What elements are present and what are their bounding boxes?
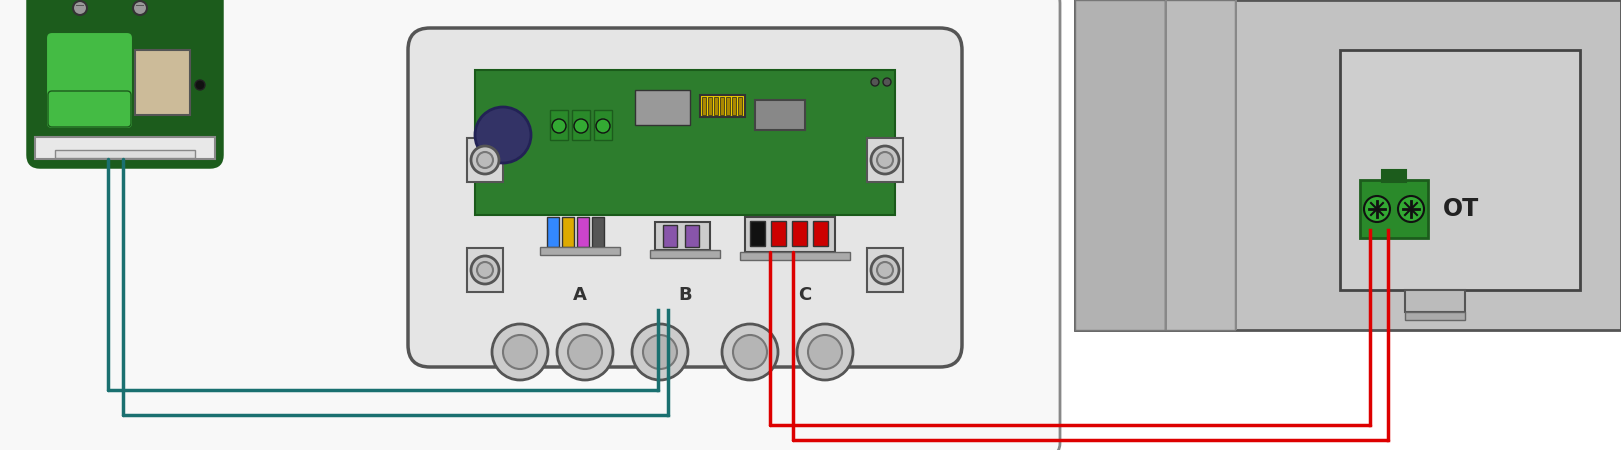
Circle shape bbox=[644, 335, 678, 369]
Bar bbox=[733, 97, 736, 115]
Bar bbox=[663, 225, 678, 247]
Bar bbox=[655, 222, 710, 250]
Text: B: B bbox=[678, 286, 692, 304]
Circle shape bbox=[195, 80, 204, 90]
Circle shape bbox=[870, 256, 900, 284]
Bar bbox=[650, 250, 720, 258]
Circle shape bbox=[597, 119, 609, 133]
Bar bbox=[550, 110, 567, 140]
Bar bbox=[686, 225, 699, 247]
Circle shape bbox=[553, 119, 566, 133]
Bar bbox=[726, 97, 729, 115]
Bar bbox=[746, 217, 835, 252]
Bar bbox=[136, 5, 144, 6]
Bar bbox=[475, 70, 895, 215]
Bar bbox=[55, 150, 195, 158]
Circle shape bbox=[877, 262, 893, 278]
Circle shape bbox=[721, 324, 778, 380]
Bar bbox=[793, 221, 807, 246]
Circle shape bbox=[733, 335, 767, 369]
Bar bbox=[1405, 290, 1465, 312]
Circle shape bbox=[472, 256, 499, 284]
Circle shape bbox=[493, 324, 548, 380]
Circle shape bbox=[632, 324, 687, 380]
Bar bbox=[36, 137, 216, 159]
Bar bbox=[1383, 170, 1405, 182]
Bar bbox=[713, 97, 718, 115]
Bar bbox=[1235, 0, 1237, 330]
Circle shape bbox=[475, 107, 532, 163]
Bar bbox=[708, 97, 712, 115]
FancyBboxPatch shape bbox=[49, 91, 131, 127]
Text: OT: OT bbox=[1443, 197, 1480, 221]
Bar bbox=[1165, 0, 1167, 330]
Bar bbox=[1075, 0, 1165, 330]
Bar bbox=[1341, 50, 1580, 290]
Bar bbox=[720, 97, 725, 115]
Bar bbox=[593, 110, 613, 140]
Circle shape bbox=[807, 335, 841, 369]
Circle shape bbox=[558, 324, 613, 380]
FancyBboxPatch shape bbox=[408, 28, 961, 367]
Circle shape bbox=[567, 335, 601, 369]
Bar bbox=[635, 90, 691, 125]
Circle shape bbox=[877, 152, 893, 168]
Bar bbox=[577, 217, 588, 247]
Bar bbox=[562, 217, 574, 247]
FancyBboxPatch shape bbox=[28, 0, 222, 167]
Bar bbox=[755, 100, 806, 130]
Text: C: C bbox=[799, 286, 812, 304]
Circle shape bbox=[472, 146, 499, 174]
FancyBboxPatch shape bbox=[45, 32, 133, 129]
Circle shape bbox=[133, 1, 148, 15]
Bar bbox=[814, 221, 828, 246]
Circle shape bbox=[477, 262, 493, 278]
Bar bbox=[1075, 0, 1621, 330]
Bar bbox=[467, 138, 503, 182]
Bar bbox=[772, 221, 786, 246]
Text: A: A bbox=[574, 286, 587, 304]
Circle shape bbox=[883, 78, 892, 86]
Bar bbox=[572, 110, 590, 140]
Bar bbox=[751, 221, 765, 246]
Circle shape bbox=[1363, 196, 1389, 222]
Bar bbox=[741, 252, 849, 260]
Circle shape bbox=[870, 78, 879, 86]
Circle shape bbox=[870, 146, 900, 174]
Bar bbox=[867, 248, 903, 292]
Bar bbox=[467, 248, 503, 292]
Bar bbox=[546, 217, 559, 247]
Bar bbox=[738, 97, 742, 115]
Circle shape bbox=[798, 324, 853, 380]
Circle shape bbox=[73, 1, 88, 15]
Circle shape bbox=[574, 119, 588, 133]
Bar bbox=[1165, 0, 1235, 330]
Bar bbox=[867, 138, 903, 182]
FancyBboxPatch shape bbox=[0, 0, 1060, 450]
Circle shape bbox=[1397, 196, 1423, 222]
Circle shape bbox=[477, 152, 493, 168]
Bar bbox=[135, 50, 190, 115]
Bar bbox=[76, 5, 84, 6]
Bar bbox=[592, 217, 605, 247]
Circle shape bbox=[503, 335, 537, 369]
Bar bbox=[702, 97, 707, 115]
Bar bbox=[540, 247, 619, 255]
Bar bbox=[700, 95, 746, 117]
Bar bbox=[1405, 312, 1465, 320]
Bar bbox=[1360, 180, 1428, 238]
